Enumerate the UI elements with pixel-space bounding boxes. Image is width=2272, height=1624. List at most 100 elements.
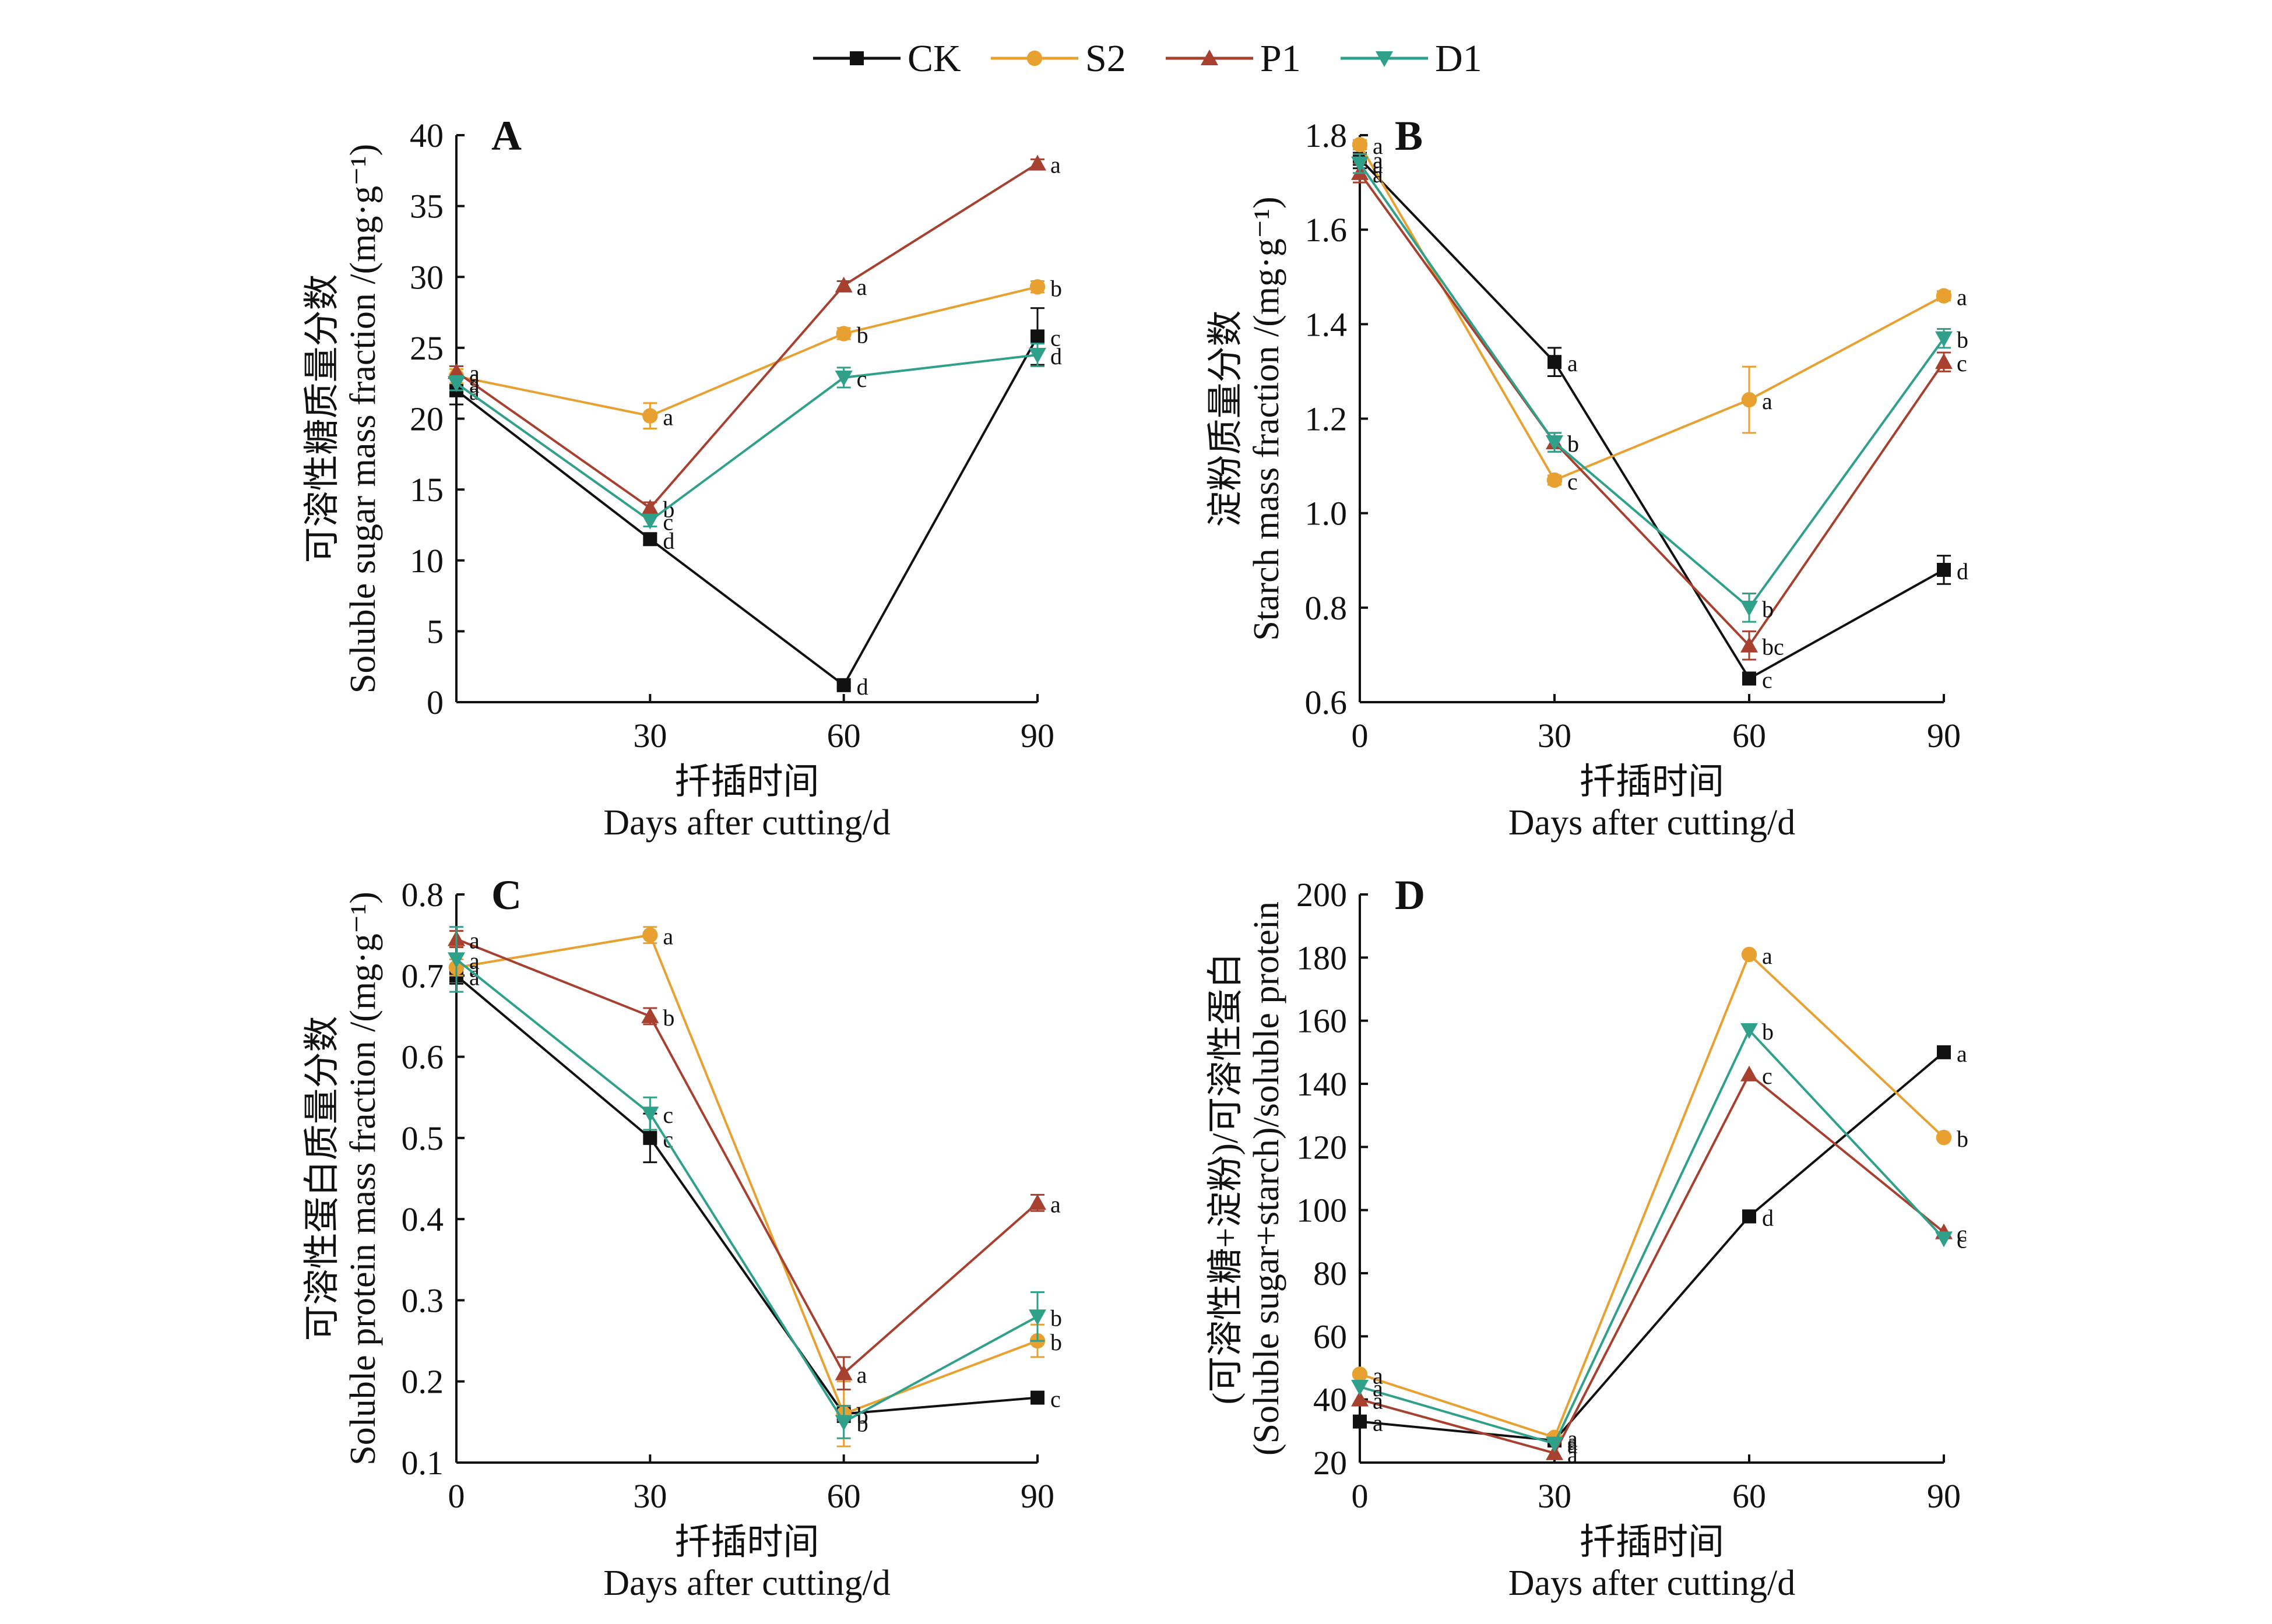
data-point (448, 952, 465, 968)
y-tick-label: 100 (1296, 1192, 1347, 1230)
legend-item-d1: D1 (1341, 37, 1482, 80)
data-point (1351, 1390, 1369, 1407)
data-point (1029, 1309, 1046, 1326)
significance-label: c (663, 1102, 673, 1128)
data-point (1936, 288, 1952, 304)
x-tick-label: 90 (1927, 1477, 1961, 1515)
significance-label: b (1567, 431, 1579, 457)
data-point (1546, 472, 1563, 488)
data-point (835, 1415, 853, 1431)
data-point (1546, 1436, 1563, 1453)
series-line (455, 162, 1039, 510)
data-point (1031, 329, 1044, 344)
significance-label: d (1762, 1205, 1774, 1231)
y-tick-label: 0.6 (402, 1038, 444, 1076)
significance-label: a (1567, 1442, 1578, 1468)
significance-label: d (1957, 558, 1968, 584)
x-axis-label-en: Days after cutting/d (603, 1563, 890, 1603)
significance-label: a (1373, 161, 1383, 188)
significance-label: d (663, 527, 674, 554)
significance-label: b (1050, 1305, 1062, 1331)
data-point (1029, 279, 1046, 295)
data-point (641, 499, 659, 515)
panel-letter: D (1395, 872, 1425, 918)
x-tick-label: 0 (448, 1477, 465, 1515)
data-point (836, 326, 852, 341)
significance-label: a (469, 360, 480, 386)
significance-label: c (857, 366, 867, 392)
y-tick-label: 25 (410, 329, 444, 367)
data-point (835, 1364, 853, 1380)
data-point (1029, 1194, 1046, 1210)
x-axis-label-zh: 扦插时间 (1580, 1523, 1724, 1562)
significance-label: a (1567, 1432, 1578, 1459)
panel-c: 0.1 0.2 0.3 0.4 0.5 0.6 0.7 0.8 0 30 60 90 扦插时间Days … (303, 872, 1062, 1603)
data-point (1740, 636, 1758, 653)
y-tick-label: 20 (1313, 1444, 1347, 1482)
y-axis-label-zh: (可溶性糖+淀粉)/可溶性蛋白 (1206, 953, 1246, 1405)
significance-label: c (1762, 1063, 1772, 1089)
y-tick-label: 0.1 (402, 1444, 444, 1482)
significance-label: a (1567, 350, 1578, 376)
x-tick-label: 30 (633, 717, 667, 755)
data-point (448, 376, 465, 392)
y-tick-label: 0.6 (1305, 684, 1348, 721)
x-axis-label-zh: 扦插时间 (674, 1523, 819, 1562)
series-line (1359, 1051, 1945, 1442)
significance-label: a (469, 372, 480, 398)
data-point (641, 1107, 659, 1123)
panel-letter: B (1395, 112, 1423, 159)
y-axis-label-en: Soluble protein mass fraction /(mg·g⁻¹) (343, 892, 383, 1466)
legend-marker (850, 51, 864, 65)
y-tick-label: 140 (1296, 1065, 1347, 1103)
y-axis-label-zh: 淀粉质量分数 (1206, 310, 1246, 527)
series-line (1359, 1028, 1945, 1445)
y-tick-label: 0.4 (402, 1200, 444, 1238)
significance-label: b (857, 1402, 868, 1428)
legend-label: CK (908, 37, 961, 80)
significance-label: a (857, 1362, 867, 1388)
data-point (1937, 1045, 1951, 1059)
significance-label: c (1957, 350, 1967, 376)
y-axis-label-en: Starch mass fraction /(mg·g⁻¹) (1247, 196, 1286, 640)
significance-label: b (857, 1410, 868, 1436)
y-tick-label: 80 (1313, 1255, 1347, 1292)
data-point (1740, 1023, 1758, 1039)
legend-marker (1201, 50, 1218, 65)
legend-label: P1 (1260, 37, 1301, 80)
significance-label: b (1957, 1126, 1968, 1152)
data-point (641, 1007, 659, 1023)
significance-label: a (1050, 1191, 1061, 1217)
legend: CK S2 P1 D1 (813, 37, 1482, 80)
significance-label: a (469, 928, 480, 954)
y-tick-label: 200 (1296, 876, 1347, 914)
y-tick-label: 0.8 (1305, 589, 1348, 627)
significance-label: c (663, 509, 673, 536)
significance-label: a (1373, 152, 1383, 178)
panel-letter: C (491, 872, 522, 918)
series-p1: a b a a (448, 928, 1061, 1391)
x-tick-label: 90 (1021, 1477, 1054, 1515)
x-axis-label-zh: 扦插时间 (674, 762, 819, 802)
data-point (643, 1130, 657, 1145)
y-tick-label: 20 (410, 400, 444, 438)
data-point (641, 513, 659, 530)
data-point (1031, 1390, 1044, 1405)
data-point (1029, 348, 1046, 364)
data-point (1935, 353, 1953, 369)
data-point (642, 408, 658, 424)
x-tick-label: 60 (1732, 1477, 1766, 1515)
series-line (1359, 158, 1944, 681)
y-tick-label: 1.8 (1305, 117, 1348, 154)
significance-label: c (1957, 1227, 1967, 1253)
significance-label: a (857, 274, 867, 300)
series-d1: a c c d (448, 343, 1062, 536)
